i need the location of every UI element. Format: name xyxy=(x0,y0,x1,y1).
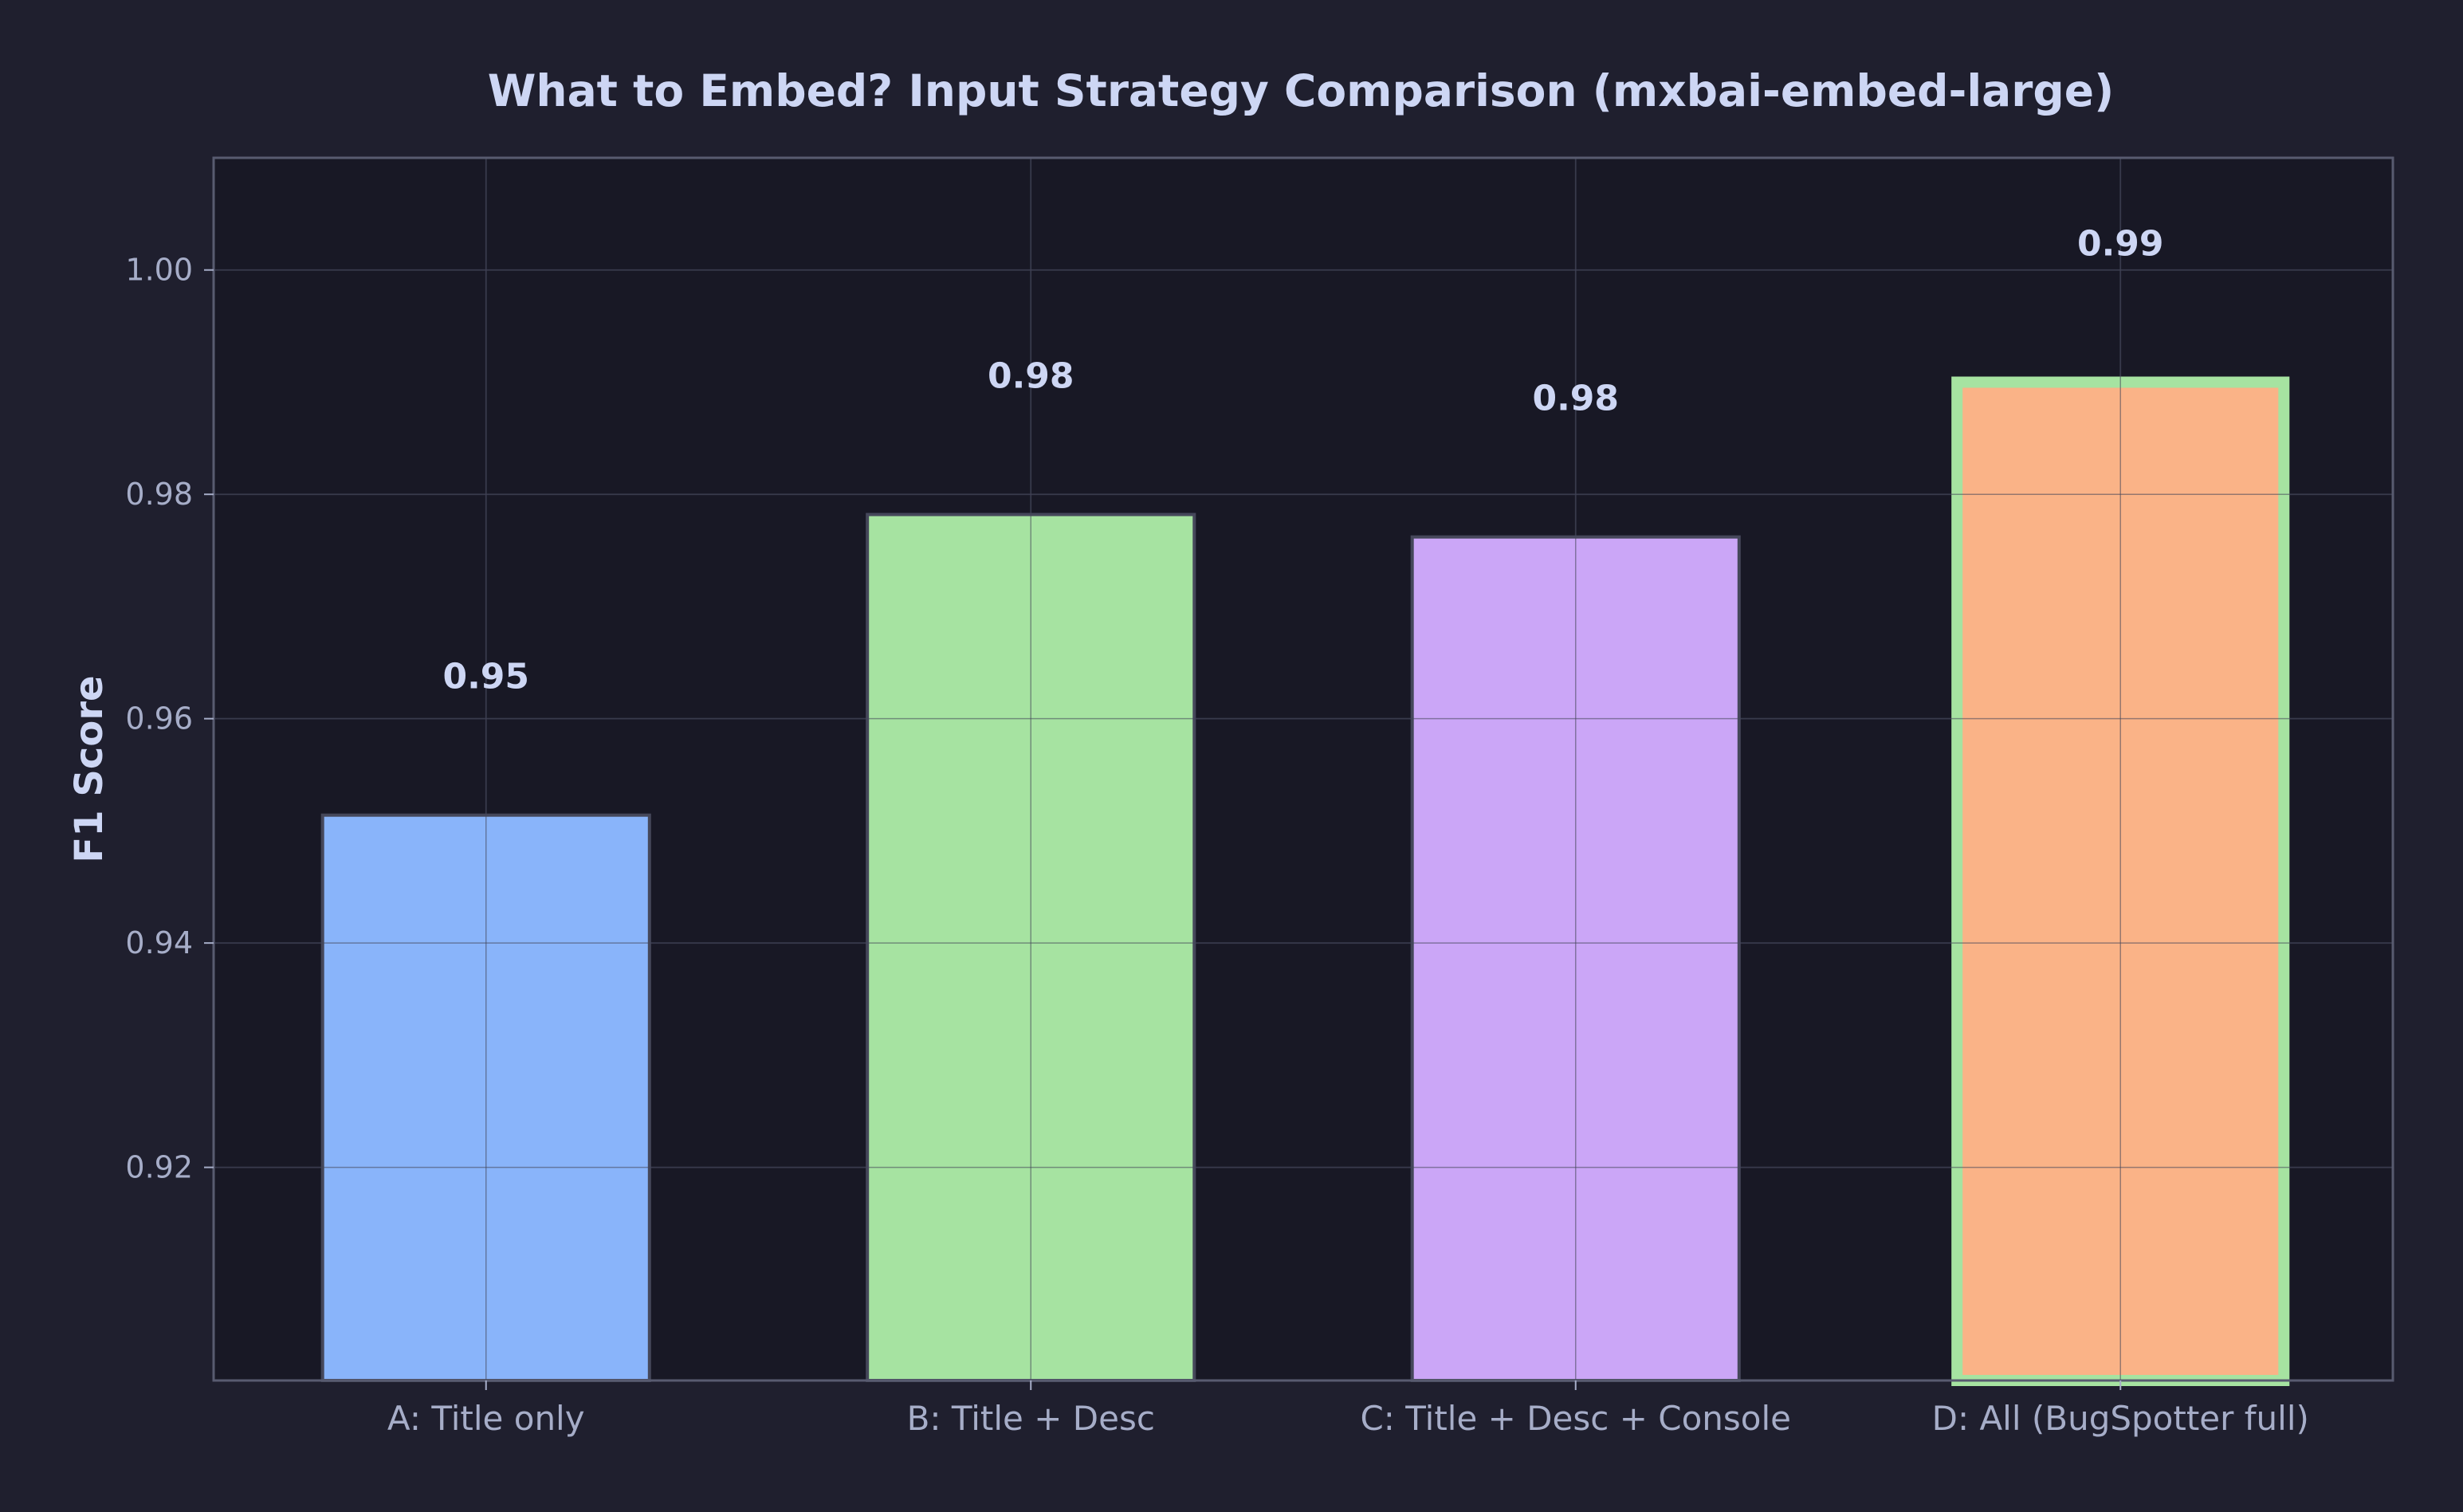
bar-value-label: 0.98 xyxy=(1532,379,1619,419)
plot-frame xyxy=(212,156,2394,1382)
bar-value-label: 0.98 xyxy=(988,356,1074,397)
x-tick-label: A: Title only xyxy=(387,1399,585,1438)
bar-gridlines xyxy=(214,158,2393,1380)
y-tick-label: 1.00 xyxy=(125,253,193,288)
y-tick-label: 0.92 xyxy=(125,1150,193,1185)
bar-value-label: 0.95 xyxy=(442,657,529,697)
chart-title: What to Embed? Input Strategy Comparison… xyxy=(488,65,2114,116)
y-axis-label: F1 Score xyxy=(67,675,112,862)
x-tick-label: C: Title + Desc + Console xyxy=(1360,1399,1791,1438)
y-tick-label: 0.96 xyxy=(125,701,193,736)
y-tick-label: 0.94 xyxy=(125,925,193,960)
y-tick-label: 0.98 xyxy=(125,477,193,512)
x-tick-label: D: All (BugSpotter full) xyxy=(1932,1399,2309,1438)
label-layer: 0.92 0.94 0.96 0.98 1.00 0.95 A: Title only 0.9… xyxy=(125,223,2309,1438)
bar-value-label: 0.99 xyxy=(2077,223,2164,264)
x-tick-label: B: Title + Desc xyxy=(907,1399,1155,1438)
